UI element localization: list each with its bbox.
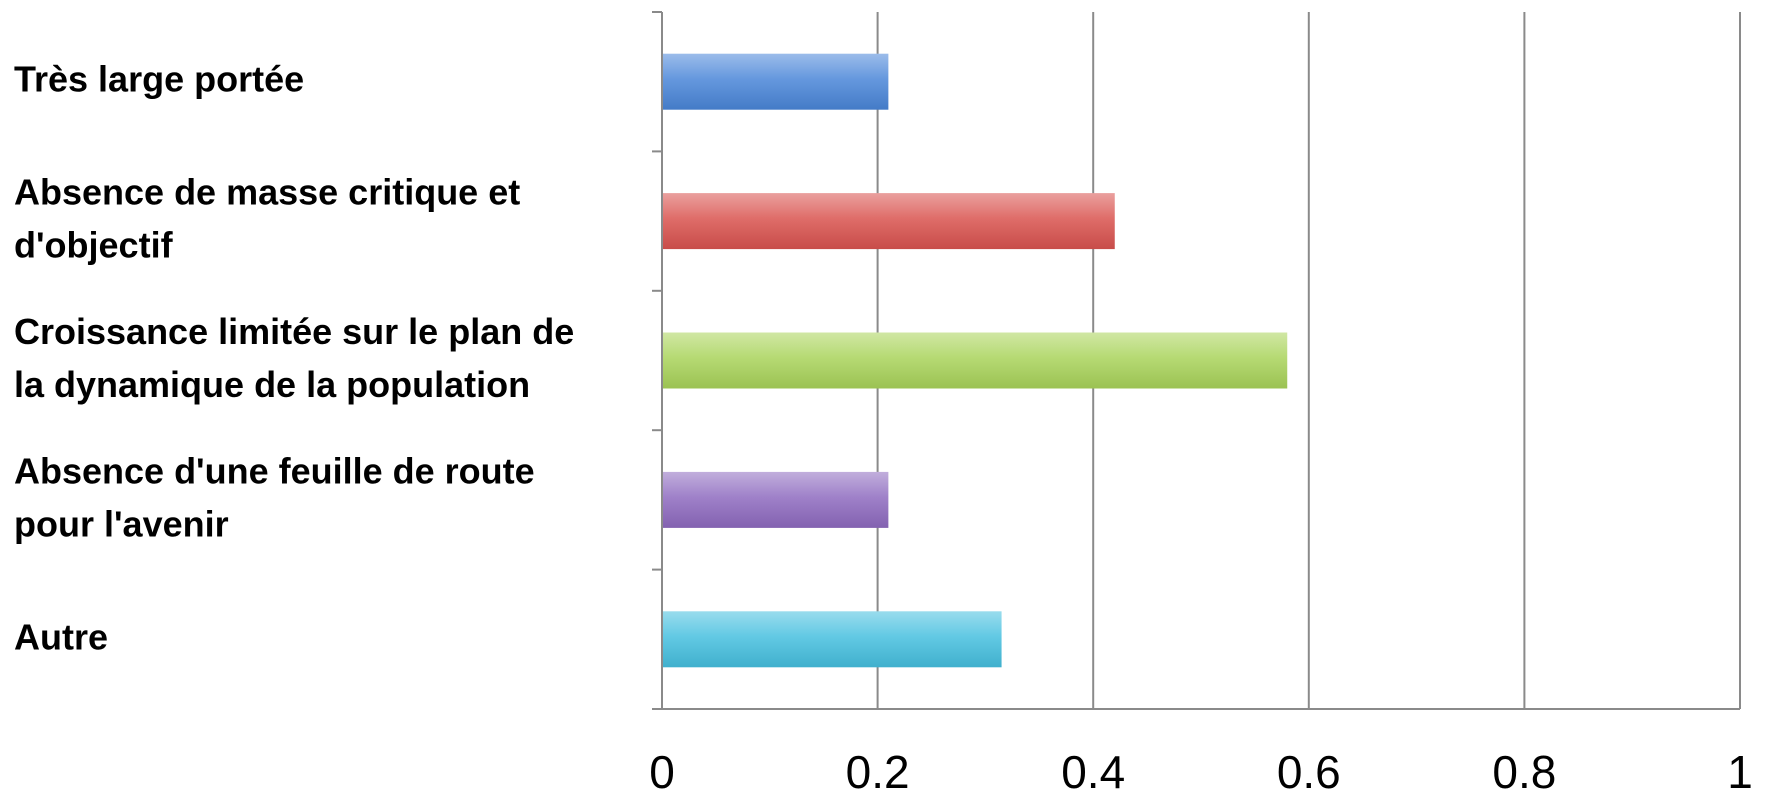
x-tick-label: 0.6 (1277, 746, 1341, 798)
category-label-line: Absence de masse critique et (14, 171, 520, 212)
bar (662, 611, 1002, 668)
bar (662, 53, 889, 110)
category-label: Absence de masse critique et d'objectif (14, 171, 520, 265)
category-label-line: Croissance limitée sur le plan de (14, 311, 574, 352)
bar (662, 332, 1288, 389)
x-tick-label: 0.2 (846, 746, 910, 798)
category-label-line: Autre (14, 616, 108, 657)
bar (662, 471, 889, 528)
x-tick-labels: 0 0.2 0.4 0.6 0.8 1 (649, 746, 1753, 798)
x-tick-label: 0.4 (1061, 746, 1125, 798)
bar (662, 193, 1115, 250)
x-tick-label: 1 (1727, 746, 1753, 798)
category-label: Croissance limitée sur le plan de la dyna… (14, 311, 574, 405)
category-label: Absence d'une feuille de route pour l'ave… (14, 450, 535, 544)
x-tick-label: 0.8 (1492, 746, 1556, 798)
category-labels: Très large portée Absence de masse critiq… (14, 58, 574, 657)
bars (662, 53, 1288, 668)
category-label-line: Très large portée (14, 58, 304, 99)
category-label-line: d'objectif (14, 224, 174, 265)
axes (652, 11, 1740, 710)
x-tick-label: 0 (649, 746, 675, 798)
category-label-line: Absence d'une feuille de route (14, 450, 535, 491)
category-label: Très large portée (14, 58, 304, 99)
category-label-line: la dynamique de la population (14, 364, 530, 405)
category-label: Autre (14, 616, 108, 657)
category-label-line: pour l'avenir (14, 503, 229, 544)
